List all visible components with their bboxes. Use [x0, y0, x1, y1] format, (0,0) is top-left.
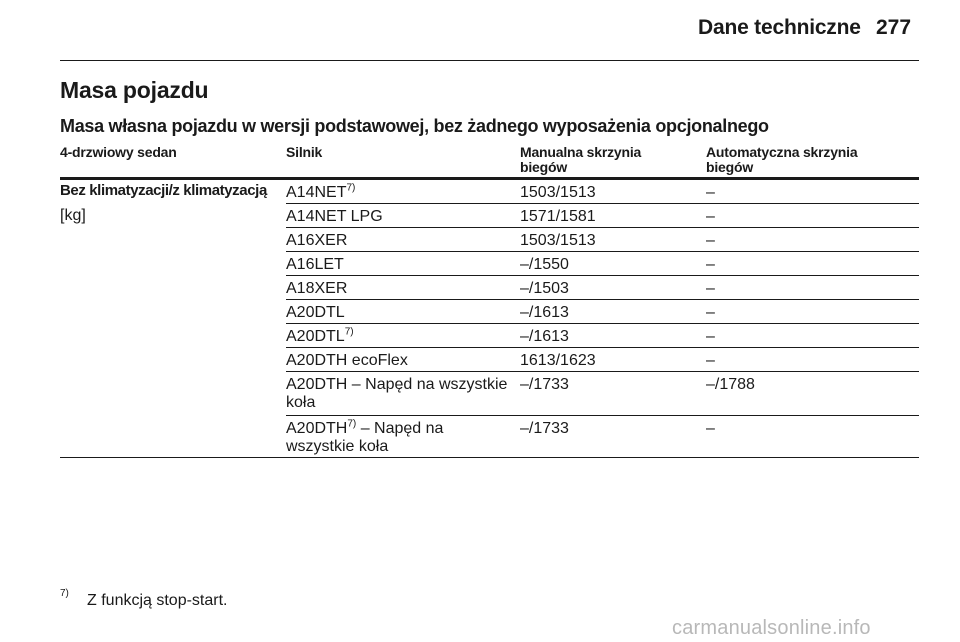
- manual-weight-cell: –/1733: [520, 420, 569, 437]
- engine-cell: A20DTH7) – Napęd na wszystkie koła: [286, 418, 514, 456]
- automatic-weight-cell: –: [706, 232, 715, 249]
- section-title: Masa pojazdu: [60, 77, 209, 103]
- header-divider: [60, 60, 919, 61]
- manual-weight-cell: 1571/1581: [520, 208, 596, 225]
- footnote-text: Z funkcją stop-start.: [87, 592, 228, 609]
- footnote-reference: 7): [347, 418, 357, 430]
- manual-weight-cell: 1503/1513: [520, 232, 596, 249]
- engine-name: A18XER: [286, 280, 348, 297]
- automatic-weight-cell: –: [706, 352, 715, 369]
- table-row: A20DTH ecoFlex 1613/1623 –: [286, 348, 919, 372]
- section-subtitle: Masa własna pojazdu w wersji podstawowej…: [60, 116, 769, 136]
- automatic-weight-cell: –: [706, 304, 715, 321]
- manual-weight-cell: –/1503: [520, 280, 569, 297]
- table-row: A14NET LPG 1571/1581 –: [286, 204, 919, 228]
- table-row: A16LET –/1550 –: [286, 252, 919, 276]
- engine-name: A20DTL: [286, 304, 345, 321]
- automatic-weight-cell: –: [706, 328, 715, 345]
- footnote-reference: 7): [344, 326, 354, 338]
- engine-name: A20DTL: [286, 328, 345, 345]
- manual-weight-cell: –/1613: [520, 304, 569, 321]
- engine-cell: A20DTH ecoFlex: [286, 352, 514, 370]
- table-header-rule: [60, 177, 919, 180]
- manual-weight-cell: –/1550: [520, 256, 569, 273]
- engine-name: A20DTH: [286, 420, 348, 437]
- automatic-weight-cell: –: [706, 208, 715, 225]
- engine-name: A14NET: [286, 184, 347, 201]
- table-row: A20DTL7) –/1613 –: [286, 324, 919, 348]
- column-header-automatic: Automatyczna skrzynia biegów: [706, 144, 858, 175]
- page-number: 277: [876, 16, 912, 39]
- table-row: A14NET7) 1503/1513 –: [286, 180, 919, 204]
- manual-weight-cell: 1613/1623: [520, 352, 596, 369]
- table-row: A20DTH7) – Napęd na wszystkie koła –/1733…: [286, 416, 919, 458]
- table-row: A20DTH – Napęd na wszystkie koła –/1733 –/…: [286, 372, 919, 416]
- engine-cell: A20DTH – Napęd na wszystkie koła: [286, 376, 514, 412]
- footnote-reference: 7): [346, 182, 356, 194]
- footnote-mark: 7): [60, 588, 69, 599]
- column-header-body: 4-drzwiowy sedan: [60, 144, 177, 160]
- table-row: A18XER –/1503 –: [286, 276, 919, 300]
- engine-cell: A14NET7): [286, 182, 514, 202]
- automatic-weight-cell: –/1788: [706, 376, 755, 393]
- engine-name: A20DTH ecoFlex: [286, 352, 408, 369]
- manual-weight-cell: –/1613: [520, 328, 569, 345]
- table-body: A14NET7) 1503/1513– A14NET LPG 1571/1581– A1…: [286, 180, 919, 458]
- watermark: carmanualsonline.info: [672, 617, 871, 639]
- unit-label: [kg]: [60, 207, 86, 224]
- automatic-weight-cell: –: [706, 256, 715, 273]
- engine-cell: A16LET: [286, 256, 514, 274]
- table-bottom-rule: [60, 457, 919, 458]
- engine-name: A16LET: [286, 256, 344, 273]
- page-header-title: Dane techniczne: [698, 16, 861, 39]
- row-group-label: Bez klimatyzacji/z klimatyzacją: [60, 182, 267, 199]
- table-row: A20DTL –/1613 –: [286, 300, 919, 324]
- automatic-weight-cell: –: [706, 184, 715, 201]
- engine-cell: A14NET LPG: [286, 208, 514, 226]
- engine-name: A14NET LPG: [286, 208, 383, 225]
- column-header-manual: Manualna skrzynia biegów: [520, 144, 642, 175]
- engine-name: A16XER: [286, 232, 348, 249]
- engine-cell: A20DTL7): [286, 326, 514, 346]
- manual-weight-cell: 1503/1513: [520, 184, 596, 201]
- column-header-engine: Silnik: [286, 144, 323, 160]
- automatic-weight-cell: –: [706, 280, 715, 297]
- engine-name: A20DTH – Napęd na wszystkie koła: [286, 376, 508, 411]
- automatic-weight-cell: –: [706, 420, 715, 437]
- engine-cell: A18XER: [286, 280, 514, 298]
- manual-weight-cell: –/1733: [520, 376, 569, 393]
- engine-cell: A20DTL: [286, 304, 514, 322]
- table-row: A16XER 1503/1513 –: [286, 228, 919, 252]
- engine-name-suffix: – Napęd na wszystkie koła: [286, 420, 444, 455]
- engine-cell: A16XER: [286, 232, 514, 250]
